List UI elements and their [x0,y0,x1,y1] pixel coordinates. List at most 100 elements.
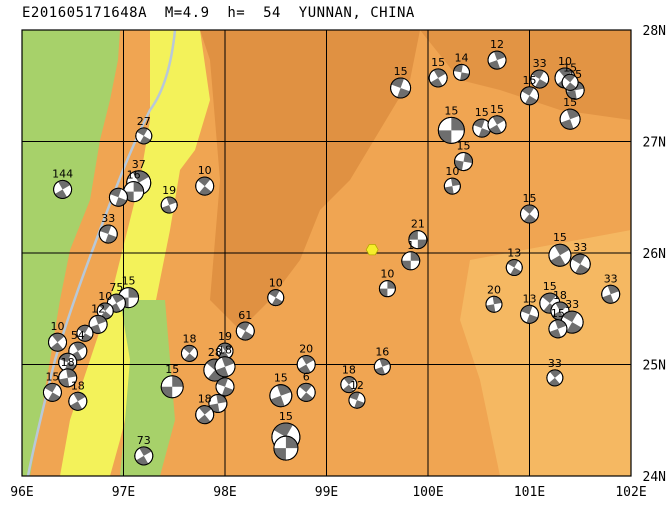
y-tick-label: 27N [643,136,666,151]
depth-label: 15 [274,372,288,385]
y-tick-label: 26N [643,247,666,262]
compression-quadrant [387,280,396,289]
focal-mechanism-beachball [454,152,474,172]
depth-label: 33 [565,298,579,311]
depth-label: 144 [52,167,73,180]
depth-label: 15 [45,370,59,383]
compression-quadrant [58,180,71,190]
focal-mechanism-beachball [53,179,73,199]
focal-mechanism-beachball [98,224,118,244]
compression-quadrant [78,325,89,334]
compression-quadrant [271,297,283,306]
compression-quadrant [460,72,470,81]
compression-quadrant [139,135,151,144]
depth-label: 15 [563,61,577,74]
focal-mechanism-beachball [195,176,215,196]
focal-mechanism-beachball [340,376,358,394]
depth-label: 10 [558,55,572,68]
compression-quadrant [111,294,125,304]
compression-quadrant [525,95,538,105]
compression-quadrant [562,311,578,323]
focal-mechanism-beachball [267,289,285,307]
compression-quadrant [489,124,502,134]
depth-label: 13 [507,246,521,259]
compression-quadrant [571,254,586,265]
focal-mechanism-beachball [601,284,621,304]
x-tick-label: 101E [514,485,545,500]
x-tick-label: 98E [213,485,236,500]
depth-label: 10 [380,268,394,281]
focal-mechanism-beachball [134,446,154,466]
compression-quadrant [240,331,254,341]
depth-label: 15 [165,363,179,376]
depth-label: 12 [350,379,364,392]
compression-quadrant [492,296,502,305]
focal-mechanism-beachball [546,369,564,387]
compression-quadrant [408,230,418,240]
focal-mechanism-beachball [296,355,316,374]
x-tick-label: 96E [10,485,33,500]
focal-mechanism-beachball [452,63,470,81]
compression-quadrant [555,301,568,311]
focal-mechanism-beachball [235,321,255,341]
compression-quadrant [299,383,312,393]
focal-mechanism-beachball [160,196,178,214]
y-tick-label: 25N [643,359,666,374]
focal-mechanism-beachball [135,127,153,145]
compression-quadrant [139,446,152,456]
focal-mechanism-beachball [428,68,448,88]
compression-quadrant [566,322,582,334]
depth-label: 18 [71,379,85,392]
compression-quadrant [451,117,465,131]
compression-quadrant [273,423,293,437]
compression-quadrant [454,160,464,171]
y-tick-label: 28N [643,24,666,39]
focal-mechanism-beachball [487,50,507,70]
compression-quadrant [507,259,519,268]
y-tick-label: 24N [643,470,666,485]
x-tick-label: 102E [615,485,646,500]
depth-label: 33 [101,212,115,225]
compression-quadrant [554,244,570,256]
compression-quadrant [558,67,573,78]
depth-label: 15 [431,56,445,69]
compression-quadrant [51,333,65,343]
depth-label: 15 [394,65,408,78]
compression-quadrant [47,392,61,402]
depth-label: 73 [137,434,151,447]
focal-mechanism-beachball [108,187,128,207]
depth-label: 10 [269,277,283,290]
focal-mechanism-beachball [437,116,465,144]
compression-quadrant [237,322,250,332]
focal-mechanism-beachball [408,230,428,250]
focal-mechanism-beachball [539,292,561,314]
focal-mechanism-beachball [520,86,539,106]
depth-label: 27 [137,115,151,128]
map-title: E201605171648A M=4.9 h= 54 YUNNAN, CHINA [22,5,415,21]
compression-quadrant [197,414,211,424]
focal-mechanism-beachball [505,258,523,276]
depth-label: 19 [162,184,176,197]
focal-mechanism-beachball [42,382,62,402]
compression-quadrant [73,342,86,352]
depth-label: 15 [551,307,565,320]
focal-mechanism-beachball [520,204,539,224]
depth-label: 16 [127,169,141,182]
depth-label: 15 [563,96,577,109]
focal-mechanism-beachball [548,319,568,339]
focal-mechanism-beachball [48,332,68,352]
focal-mechanism-beachball [273,435,299,461]
focal-mechanism-beachball [561,73,579,91]
focal-mechanism-beachball [76,324,94,342]
depth-label: 15 [523,74,537,87]
compression-quadrant [417,239,427,249]
compression-quadrant [549,369,562,378]
depth-label: 15 [444,104,458,117]
compression-quadrant [430,77,443,87]
compression-quadrant [198,405,212,415]
depth-label: 10 [198,164,212,177]
focal-mechanism-beachball [559,108,581,130]
depth-label: 13 [523,292,537,305]
compression-quadrant [433,68,446,78]
depth-label: 37 [132,158,146,171]
